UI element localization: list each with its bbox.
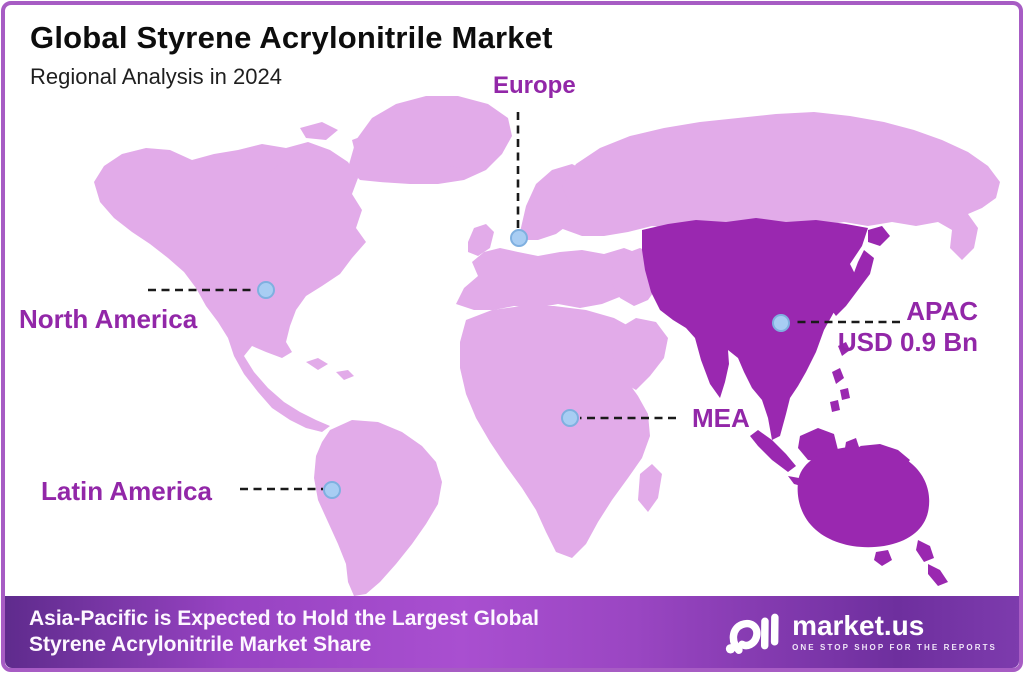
landmass-madagascar xyxy=(638,464,662,512)
landmass-japan xyxy=(830,250,874,316)
marker-europe xyxy=(510,229,528,247)
bottom-banner: Asia-Pacific is Expected to Hold the Lar… xyxy=(5,596,1019,668)
landmass-south-america xyxy=(314,420,442,596)
location-markers xyxy=(257,229,790,499)
landmass-caribbean xyxy=(306,358,354,380)
landmass-tasmania xyxy=(874,550,892,566)
landmass-africa xyxy=(460,306,650,558)
region-label-apac: APAC USD 0.9 Bn xyxy=(838,296,978,358)
logo-brand-name: market.us xyxy=(792,610,925,641)
landmass-taiwan xyxy=(838,342,850,356)
marketus-logo-icon xyxy=(725,613,779,655)
marker-apac xyxy=(772,314,790,332)
leader-lines xyxy=(148,112,900,491)
marker-mea xyxy=(561,409,579,427)
map-light-regions xyxy=(94,96,1000,596)
page-title: Global Styrene Acrylonitrile Market xyxy=(30,20,553,55)
map-dark-regions-apac xyxy=(642,218,948,586)
landmass-philippines xyxy=(830,368,850,412)
header: Global Styrene Acrylonitrile Market Regi… xyxy=(30,20,553,90)
landmass-iceland xyxy=(444,152,468,168)
marker-north-america xyxy=(257,281,275,299)
region-label-north-america: North America xyxy=(19,304,198,334)
banner-line-2: Styrene Acrylonitrile Market Share xyxy=(29,633,372,656)
landmass-arabia xyxy=(612,318,668,390)
landmass-north-america xyxy=(94,142,366,432)
banner-line-1: Asia-Pacific is Expected to Hold the Lar… xyxy=(29,607,539,630)
region-label-europe: Europe xyxy=(493,72,576,99)
banner-headline: Asia-Pacific is Expected to Hold the Lar… xyxy=(29,606,539,658)
region-label-latin-america: Latin America xyxy=(41,476,212,506)
landmass-russia xyxy=(560,112,1000,260)
region-label-apac-name: APAC xyxy=(906,296,978,326)
landmass-new-zealand xyxy=(916,540,948,586)
landmass-europe xyxy=(456,248,646,310)
region-value-apac: USD 0.9 Bn xyxy=(837,327,978,357)
landmass-sumatra xyxy=(750,430,796,472)
logo-tagline: ONE STOP SHOP FOR THE REPORTS xyxy=(792,643,997,652)
page-subtitle: Regional Analysis in 2024 xyxy=(30,64,282,89)
marketus-logo: market.us ONE STOP SHOP FOR THE REPORTS xyxy=(724,607,997,657)
landmass-asia-apac xyxy=(642,218,868,440)
landmass-greenland xyxy=(348,96,512,184)
landmass-australia xyxy=(797,446,930,548)
landmass-arctic-islands xyxy=(246,122,378,172)
marker-latin-america xyxy=(323,481,341,499)
landmass-uk xyxy=(468,224,494,256)
marketus-logo-text: market.us ONE STOP SHOP FOR THE REPORTS xyxy=(792,612,997,652)
landmass-hokkaido xyxy=(868,226,890,246)
region-label-mea: MEA xyxy=(692,403,750,433)
